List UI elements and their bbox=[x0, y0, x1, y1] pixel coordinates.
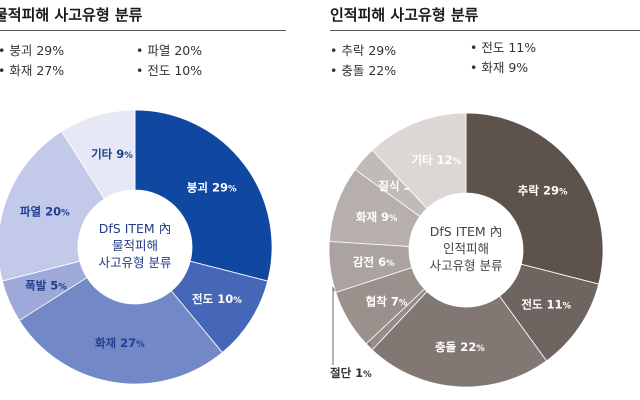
summary-item: • 추락 29% bbox=[330, 43, 397, 58]
chart-title-human-damage: 인적피해 사고유형 분류 bbox=[330, 6, 479, 24]
slice-label: 화재 9% bbox=[356, 210, 398, 224]
slice-label: 파열 20% bbox=[20, 204, 70, 218]
summary-item: • 화재 9% bbox=[470, 60, 529, 75]
center-label: DfS ITEM 內 bbox=[430, 224, 502, 239]
summary-list: • 파열 20% • 전도 10% bbox=[136, 41, 202, 81]
center-label: 사고유형 분류 bbox=[430, 258, 503, 273]
slice-추락 bbox=[465, 112, 604, 285]
title-divider bbox=[330, 30, 640, 31]
slice-붕괴 bbox=[134, 109, 273, 282]
summary-item: • 화재 27% bbox=[0, 63, 65, 78]
slice-label: 화재 27% bbox=[95, 336, 145, 350]
center-label: 사고유형 분류 bbox=[99, 255, 172, 270]
slice-label: 협착 7% bbox=[366, 294, 408, 308]
title-divider bbox=[0, 30, 286, 31]
summary-list: • 붕괴 29% • 화재 27% bbox=[0, 41, 64, 81]
center-label: DfS ITEM 內 bbox=[99, 221, 171, 236]
chart-title-property-damage: 물적피해 사고유형 분류 bbox=[0, 6, 143, 24]
summary-item: • 충돌 22% bbox=[330, 63, 397, 78]
slice-label: 기타 12% bbox=[411, 153, 461, 167]
center-label: 인적피해 bbox=[443, 241, 489, 256]
slice-label: 추락 29% bbox=[518, 184, 568, 198]
slice-파열 bbox=[0, 130, 106, 282]
slice-충돌 bbox=[371, 290, 548, 388]
summary-list: • 전도 11% • 화재 9% bbox=[470, 38, 536, 78]
center-label: 물적피해 bbox=[112, 238, 158, 253]
slice-label: 전도 11% bbox=[521, 298, 571, 312]
slice-label: 감전 6% bbox=[353, 255, 395, 269]
slice-label: 전도 10% bbox=[192, 292, 242, 306]
summary-list: • 추락 29% • 충돌 22% bbox=[330, 41, 396, 81]
slice-label: 기타 9% bbox=[91, 147, 133, 161]
slice-기타 bbox=[61, 109, 136, 200]
summary-item: • 전도 11% bbox=[470, 40, 537, 55]
summary-item: • 파열 20% bbox=[136, 43, 203, 58]
summary-item: • 붕괴 29% bbox=[0, 43, 65, 58]
slice-화재 bbox=[18, 276, 223, 385]
slice-label: 충돌 22% bbox=[435, 340, 485, 354]
slice-label: 폭발 5% bbox=[25, 279, 67, 293]
slice-label: 절단 1% bbox=[330, 366, 372, 380]
summary-item: • 전도 10% bbox=[136, 63, 203, 78]
slice-기타 bbox=[371, 112, 467, 210]
slice-label: 붕괴 29% bbox=[187, 181, 237, 195]
